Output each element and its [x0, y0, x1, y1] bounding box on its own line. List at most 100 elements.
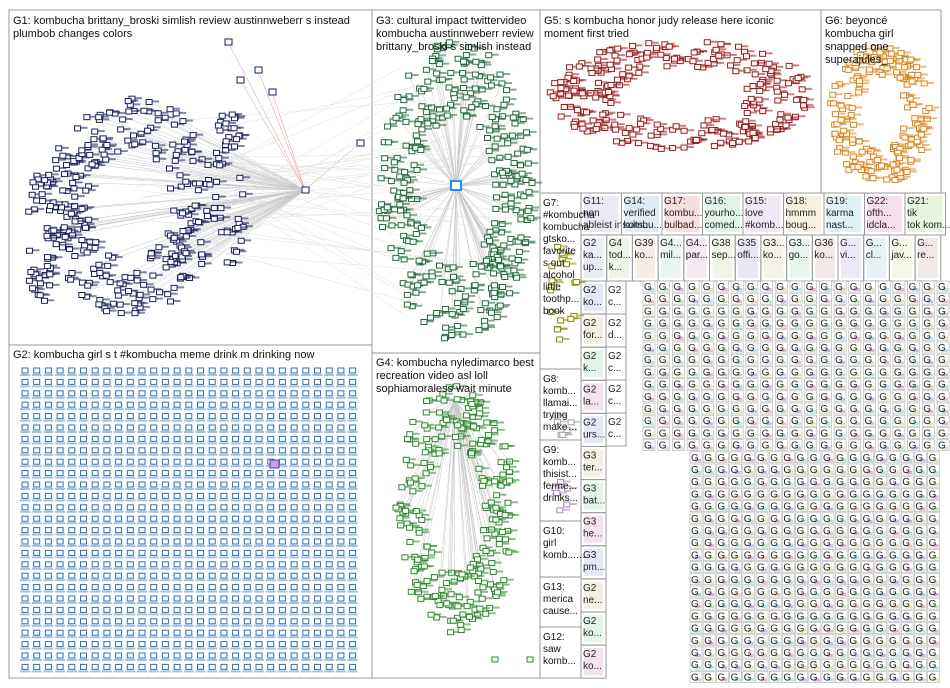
node: [56, 652, 64, 659]
group-box-label: G2 c...: [608, 351, 622, 374]
node: [399, 107, 407, 114]
node-label-mark: [254, 419, 264, 422]
node-label-mark: [612, 94, 620, 97]
node: [60, 171, 68, 178]
node: [154, 117, 162, 124]
tiny-group: G: [657, 305, 671, 317]
node: [161, 629, 169, 636]
node-label-mark: [105, 138, 113, 141]
node-label-mark: [486, 479, 494, 482]
node: [453, 300, 461, 307]
tiny-group-frame: [804, 280, 818, 293]
tiny-group-mark: [692, 312, 699, 316]
node-label-mark: [324, 408, 335, 411]
node-label-mark: [230, 431, 241, 433]
node: [44, 515, 52, 522]
node: [33, 378, 41, 385]
tiny-group-frame: [833, 292, 847, 305]
node: [412, 440, 420, 447]
tiny-group-mark: [942, 300, 948, 304]
node: [255, 527, 263, 534]
node-label-mark: [33, 270, 41, 273]
node: [222, 120, 230, 127]
group-box-frame: [605, 412, 627, 447]
node-label-mark: [420, 558, 428, 561]
node-label-mark: [78, 476, 89, 479]
node-label-mark: [207, 465, 218, 468]
node: [185, 595, 193, 602]
node-label-mark: [172, 465, 183, 468]
node: [150, 515, 158, 522]
node-label-mark: [185, 274, 193, 277]
node: [21, 618, 29, 625]
node-label-mark: [917, 116, 925, 119]
node-label-mark: [335, 636, 346, 639]
node: [862, 173, 870, 180]
node: [837, 116, 845, 123]
node-label-mark: [101, 579, 112, 582]
node: [91, 424, 99, 431]
node: [509, 114, 517, 121]
tiny-group-frame: [921, 292, 935, 305]
node-label-mark: [125, 385, 136, 388]
tiny-group-mark: [677, 288, 684, 291]
node: [741, 103, 749, 110]
node-label-mark: [92, 281, 100, 284]
node-label-mark: [512, 479, 520, 482]
node-label-mark: [387, 156, 395, 159]
node: [463, 113, 471, 120]
node: [901, 134, 909, 141]
node-label-mark: [32, 249, 40, 252]
node-label-mark: [218, 613, 229, 616]
node-label-mark: [768, 67, 776, 70]
tiny-group-frame: [745, 280, 759, 293]
tiny-group-letter: G: [688, 294, 696, 305]
tiny-group-mark: [648, 288, 654, 291]
node-label-mark: [747, 104, 755, 107]
node-label-mark: [495, 246, 503, 249]
node-label-mark: [300, 465, 311, 468]
node: [503, 464, 511, 471]
node-label-mark: [512, 514, 520, 517]
node-label-mark: [406, 108, 414, 111]
node-label-mark: [207, 522, 218, 525]
node: [243, 481, 251, 488]
node-label-mark: [289, 510, 300, 513]
node-label-mark: [245, 192, 253, 195]
node: [80, 470, 87, 477]
g6-cluster: [827, 44, 940, 183]
node-label-mark: [185, 211, 193, 214]
node: [80, 458, 87, 465]
node: [383, 204, 391, 211]
node: [220, 504, 228, 511]
node: [717, 139, 725, 146]
node-label-mark: [289, 556, 300, 559]
node: [412, 132, 420, 139]
node: [151, 142, 159, 149]
node-label-mark: [453, 630, 461, 633]
node: [21, 606, 29, 613]
node: [185, 572, 193, 579]
group-box-fill: [584, 548, 603, 576]
node: [471, 71, 479, 78]
node: [507, 177, 515, 184]
node-label-mark: [335, 431, 346, 433]
node: [255, 584, 263, 591]
node: [44, 424, 52, 431]
node: [830, 100, 838, 107]
node: [460, 76, 468, 83]
node: [491, 123, 499, 130]
node-label-mark: [277, 419, 288, 422]
node-label-mark: [324, 624, 335, 627]
node: [185, 424, 193, 431]
node-label-mark: [242, 408, 253, 411]
node-label-mark: [160, 602, 171, 604]
node: [56, 549, 64, 556]
node-label-mark: [101, 302, 109, 305]
node-label-mark: [435, 114, 443, 117]
node: [91, 128, 99, 135]
node-label-mark: [631, 66, 639, 69]
node-label-mark: [917, 77, 925, 80]
node: [103, 458, 111, 465]
node-label-mark: [55, 636, 66, 639]
